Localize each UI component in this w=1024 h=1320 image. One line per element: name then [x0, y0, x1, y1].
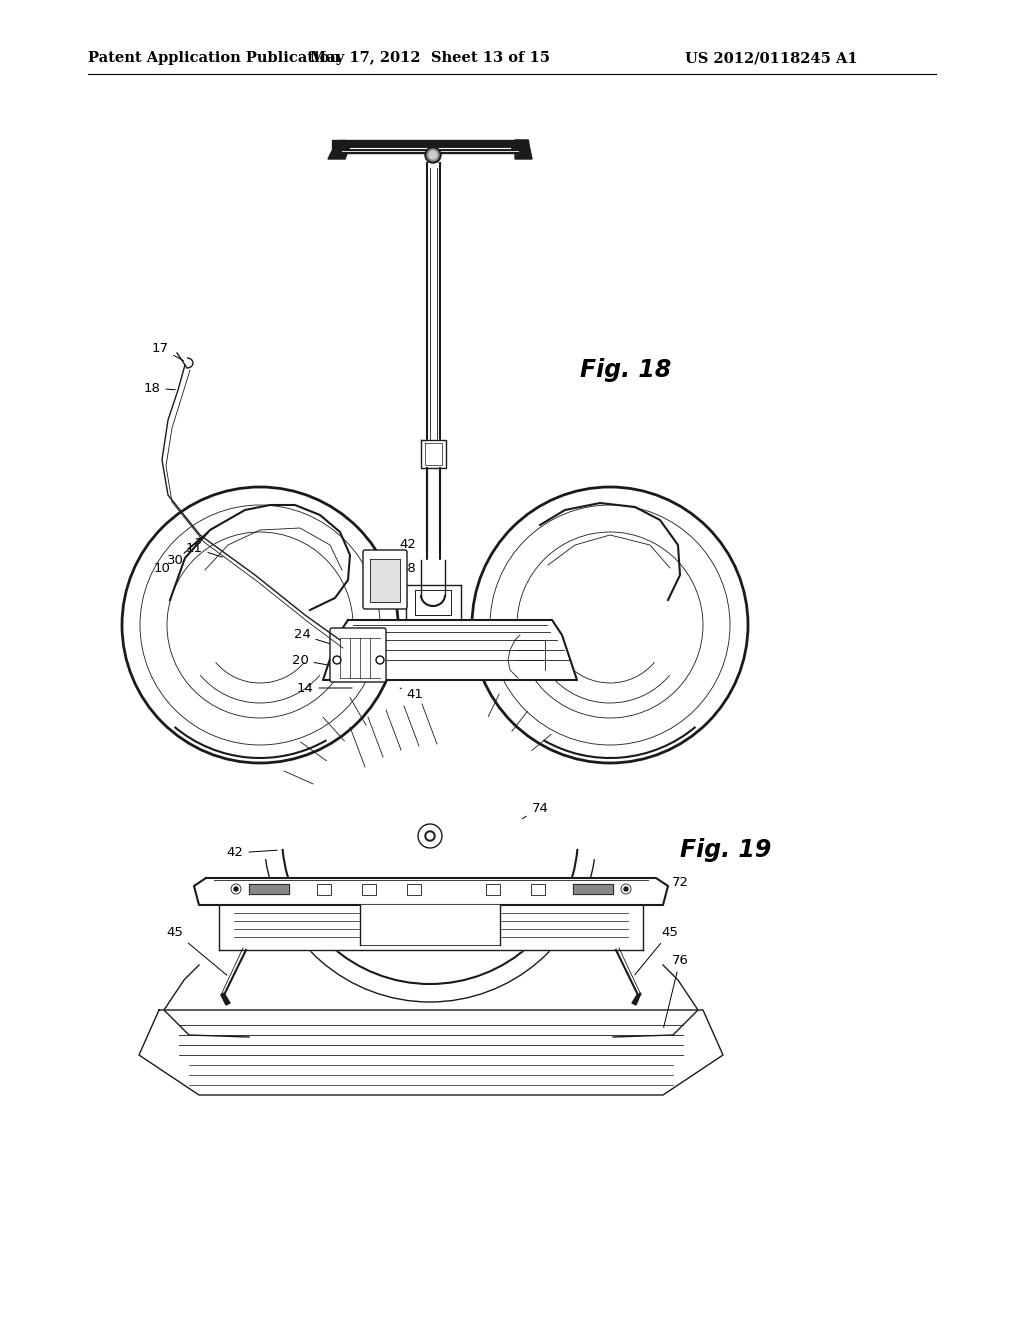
Text: 10: 10 [154, 561, 170, 574]
Circle shape [333, 656, 341, 664]
Polygon shape [370, 558, 400, 602]
Circle shape [378, 657, 383, 663]
Text: 45: 45 [167, 925, 227, 975]
Text: 48: 48 [387, 561, 417, 589]
Circle shape [376, 656, 384, 664]
Polygon shape [332, 140, 345, 150]
Text: 76: 76 [664, 953, 688, 1027]
Polygon shape [415, 590, 451, 615]
Polygon shape [427, 469, 439, 570]
Polygon shape [427, 162, 439, 550]
Text: 41: 41 [400, 688, 424, 701]
Text: 17: 17 [152, 342, 183, 360]
Text: 42: 42 [226, 846, 278, 859]
Text: US 2012/0118245 A1: US 2012/0118245 A1 [685, 51, 858, 65]
Polygon shape [632, 993, 641, 1005]
Circle shape [624, 887, 628, 891]
Text: Fig. 18: Fig. 18 [580, 358, 672, 381]
Polygon shape [219, 906, 643, 950]
Text: 20: 20 [292, 653, 342, 668]
Polygon shape [573, 884, 613, 894]
Circle shape [429, 150, 437, 158]
Polygon shape [406, 585, 461, 620]
Text: 42: 42 [387, 539, 417, 561]
Text: 72: 72 [647, 876, 688, 892]
Circle shape [140, 506, 380, 744]
FancyBboxPatch shape [362, 550, 407, 609]
Polygon shape [323, 620, 577, 680]
Polygon shape [194, 878, 668, 906]
Text: 30: 30 [167, 532, 208, 566]
Text: 18: 18 [143, 381, 175, 395]
Bar [531, 884, 545, 895]
Text: 11: 11 [185, 541, 222, 557]
Polygon shape [515, 140, 528, 150]
Circle shape [425, 147, 441, 162]
Text: Fig. 19: Fig. 19 [680, 838, 771, 862]
Text: 45: 45 [635, 925, 679, 975]
Polygon shape [421, 440, 445, 469]
Polygon shape [221, 993, 230, 1005]
Text: Patent Application Publication: Patent Application Publication [88, 51, 340, 65]
Polygon shape [340, 140, 520, 153]
Text: 74: 74 [522, 801, 549, 818]
FancyBboxPatch shape [330, 628, 386, 682]
Bar [407, 884, 421, 895]
Circle shape [425, 832, 435, 841]
Text: 14: 14 [297, 681, 352, 694]
Bar [486, 884, 500, 895]
Polygon shape [249, 884, 289, 894]
Text: May 17, 2012  Sheet 13 of 15: May 17, 2012 Sheet 13 of 15 [310, 51, 550, 65]
Bar [317, 884, 331, 895]
Circle shape [427, 833, 433, 840]
Polygon shape [360, 906, 500, 945]
Text: 24: 24 [294, 628, 347, 649]
Circle shape [335, 657, 340, 663]
Polygon shape [421, 560, 445, 595]
Circle shape [490, 506, 730, 744]
Bar [362, 884, 376, 895]
Polygon shape [515, 140, 532, 158]
Circle shape [427, 149, 439, 161]
Circle shape [234, 887, 238, 891]
Polygon shape [328, 150, 348, 158]
